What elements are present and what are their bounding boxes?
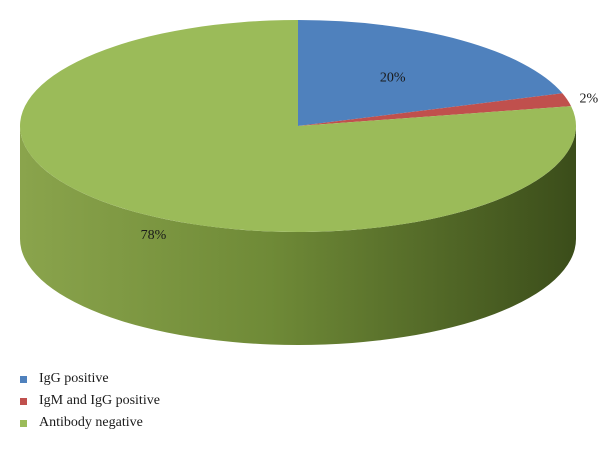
pie-slice-antibody-negative xyxy=(20,20,577,232)
pie-label-igm-and-igg-positive: 2% xyxy=(579,92,598,107)
legend-label: IgG positive xyxy=(39,371,109,386)
pie-label-antibody-negative: 78% xyxy=(141,228,167,243)
pie-label-igg-positive: 20% xyxy=(380,70,406,85)
legend: IgG positive IgM and IgG positive Antibo… xyxy=(20,368,160,434)
legend-item-igg-positive: IgG positive xyxy=(20,368,160,390)
legend-label: IgM and IgG positive xyxy=(39,393,160,408)
legend-swatch xyxy=(20,397,27,405)
pie-slice-igg-positive xyxy=(298,20,563,126)
legend-swatch xyxy=(20,375,27,383)
legend-item-igm-igg-positive: IgM and IgG positive xyxy=(20,390,160,412)
legend-item-antibody-negative: Antibody negative xyxy=(20,412,160,434)
legend-swatch xyxy=(20,419,27,427)
pie-side-antibody-negative xyxy=(20,126,576,345)
pie-slice-igm-and-igg-positive xyxy=(298,93,572,126)
legend-label: Antibody negative xyxy=(39,415,143,430)
pie-chart: 20% 2% 78% xyxy=(20,20,598,345)
